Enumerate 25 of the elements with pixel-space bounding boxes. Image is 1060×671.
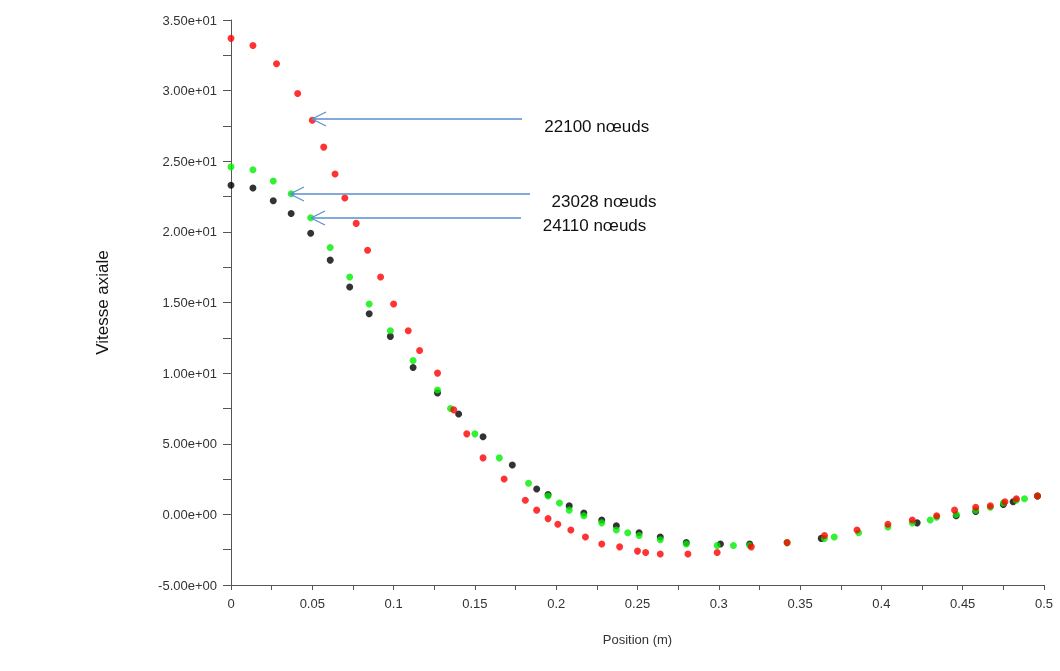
x-tick-label: 0.45 bbox=[950, 596, 976, 611]
x-tick-label: 0.4 bbox=[872, 596, 891, 611]
x-tick-label: 0.1 bbox=[384, 596, 403, 611]
x-tick-label: 0.05 bbox=[299, 596, 325, 611]
annotation: 24110 nœuds bbox=[542, 215, 647, 236]
y-tick-label: -5.00e+00 bbox=[158, 577, 217, 593]
x-tick-label: 0.3 bbox=[709, 596, 728, 611]
y-tick-label: 5.00e+00 bbox=[162, 436, 217, 452]
annotation: 22100 nœuds bbox=[544, 116, 650, 137]
x-tick-label: 0.2 bbox=[547, 596, 566, 611]
x-tick-label: 0.25 bbox=[624, 596, 651, 611]
y-tick-label: 3.00e+01 bbox=[162, 83, 217, 99]
y-tick-label: 2.50e+01 bbox=[162, 153, 217, 169]
y-tick-label: 3.50e+01 bbox=[162, 12, 217, 28]
x-tick-label: 0.35 bbox=[787, 596, 813, 611]
x-tick-label: 0.5 bbox=[1034, 596, 1054, 611]
y-axis-title: Vitesse axiale bbox=[93, 250, 112, 355]
x-tick-label: 0.15 bbox=[462, 596, 488, 611]
y-tick-label: 0.00e+00 bbox=[162, 506, 217, 522]
y-tick-label: 2.00e+01 bbox=[162, 224, 217, 240]
x-axis-title: Position (m) bbox=[602, 632, 673, 647]
y-tick-label: 1.00e+01 bbox=[162, 365, 217, 381]
y-tick-label: 1.50e+01 bbox=[162, 295, 217, 310]
x-tick-label: 0 bbox=[227, 596, 235, 611]
annotation: 23028 nœuds bbox=[551, 191, 657, 212]
